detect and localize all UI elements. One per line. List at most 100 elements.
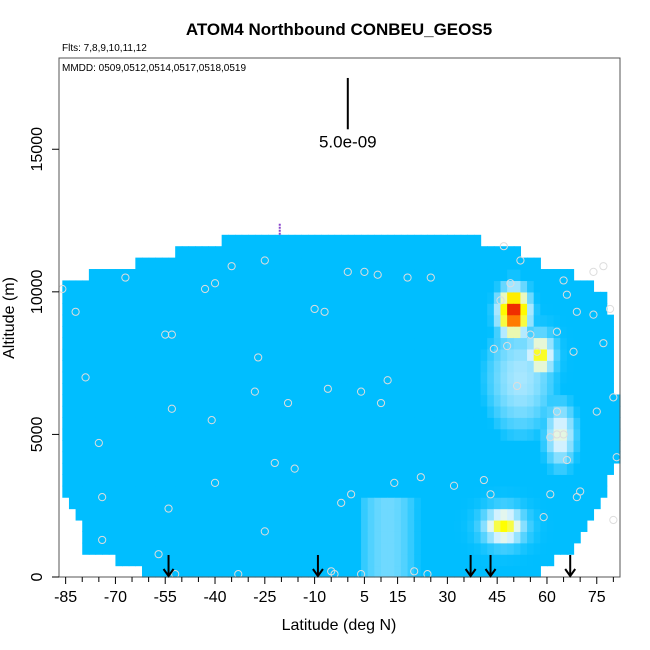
field-cell [268, 348, 276, 361]
field-cell [175, 303, 183, 316]
field-cell [341, 417, 349, 430]
field-cell [460, 314, 468, 327]
field-cell [420, 337, 429, 350]
field-cell [380, 519, 389, 532]
field-cell [414, 280, 422, 293]
field-cell [427, 497, 435, 510]
field-cell [460, 383, 468, 396]
field-cell [407, 519, 415, 532]
field-cell [374, 405, 382, 418]
field-cell [341, 474, 349, 487]
field-cell [394, 440, 402, 453]
field-cell [440, 462, 448, 475]
field-cell [161, 440, 170, 453]
field-cell [102, 314, 110, 327]
field-cell [155, 531, 163, 544]
field-cell [367, 428, 375, 441]
field-cell [334, 417, 342, 430]
field-cell [294, 280, 302, 293]
field-cell [268, 485, 276, 498]
field-cell [248, 246, 256, 259]
field-cell [161, 417, 170, 430]
field-cell [520, 474, 528, 487]
field-cell [500, 371, 508, 384]
field-cell [161, 405, 170, 418]
field-cell [161, 371, 170, 384]
field-cell [268, 542, 276, 555]
field-cell [454, 462, 462, 475]
field-cell [288, 531, 296, 544]
field-cell [400, 531, 409, 544]
field-cell [414, 508, 422, 521]
field-cell [347, 314, 356, 327]
field-cell [367, 417, 375, 430]
field-cell [513, 565, 522, 578]
field-cell [546, 269, 555, 282]
field-cell [75, 303, 83, 316]
field-cell [254, 531, 263, 544]
field-cell [600, 348, 608, 361]
field-cell [473, 246, 482, 259]
field-cell [420, 519, 429, 532]
field-cell [540, 462, 548, 475]
field-cell [341, 394, 349, 407]
field-cell [95, 280, 103, 293]
field-cell [208, 542, 216, 555]
field-cell [593, 303, 601, 316]
field-cell [82, 451, 90, 464]
field-cell [507, 303, 515, 316]
field-cell [500, 246, 508, 259]
field-cell [407, 280, 415, 293]
field-cell [593, 314, 601, 327]
field-cell [500, 394, 508, 407]
field-cell [195, 383, 203, 396]
field-cell [175, 542, 183, 555]
field-cell [128, 314, 136, 327]
field-cell [533, 326, 541, 339]
field-cell [580, 497, 588, 510]
field-cell [487, 508, 495, 521]
field-cell [527, 291, 535, 304]
field-cell [487, 269, 495, 282]
field-cell [354, 485, 362, 498]
field-cell [447, 246, 455, 259]
field-cell [473, 485, 482, 498]
field-cell [407, 542, 415, 555]
field-cell [301, 257, 309, 270]
field-cell [88, 371, 97, 384]
field-cell [288, 554, 296, 567]
field-cell [288, 257, 296, 270]
field-cell [88, 405, 97, 418]
field-cell [580, 462, 588, 475]
field-cell [82, 405, 90, 418]
field-cell [254, 246, 263, 259]
field-cell [102, 542, 110, 555]
field-cell [274, 519, 283, 532]
field-cell [487, 519, 495, 532]
field-cell [440, 326, 448, 339]
field-cell [394, 291, 402, 304]
field-cell [513, 291, 522, 304]
sample-point [589, 267, 598, 276]
field-cell [487, 497, 495, 510]
field-cell [520, 291, 528, 304]
field-cell [254, 269, 263, 282]
field-cell [215, 474, 223, 487]
field-cell [394, 508, 402, 521]
field-cell [606, 394, 614, 407]
field-cell [380, 269, 389, 282]
field-cell [520, 280, 528, 293]
field-cell [327, 417, 336, 430]
field-cell [268, 246, 276, 259]
field-cell [307, 394, 316, 407]
field-cell [261, 383, 269, 396]
field-cell [241, 462, 249, 475]
field-cell [201, 565, 209, 578]
field-cell [181, 280, 190, 293]
field-cell [128, 554, 136, 567]
field-cell [181, 565, 190, 578]
field-cell [427, 269, 435, 282]
field-cell [221, 360, 229, 373]
field-cell [341, 246, 349, 259]
field-cell [122, 394, 130, 407]
